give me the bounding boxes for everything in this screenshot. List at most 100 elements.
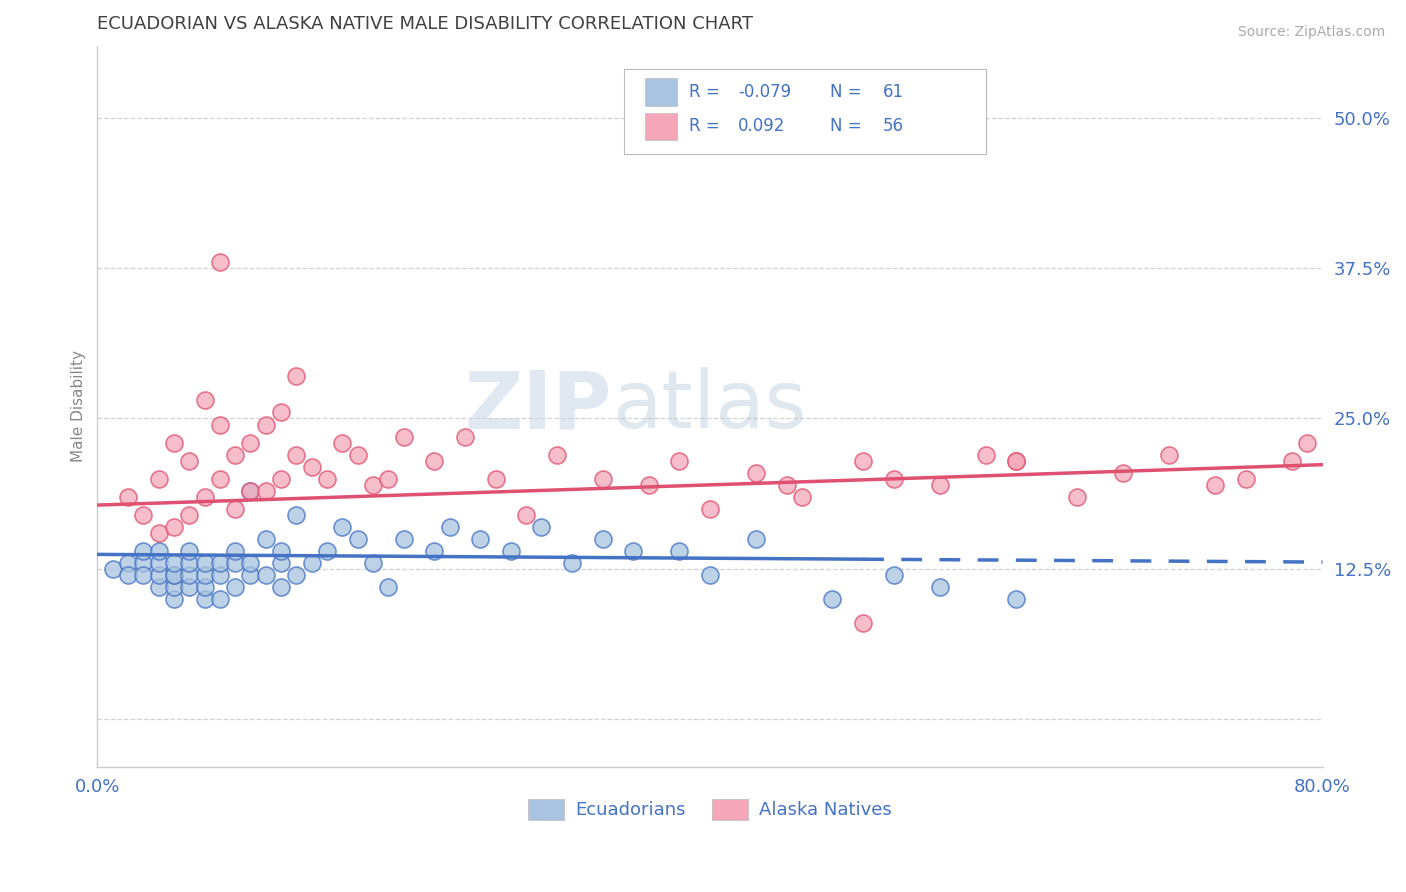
Point bbox=[179, 556, 201, 570]
Text: N =: N = bbox=[830, 83, 868, 101]
FancyBboxPatch shape bbox=[645, 78, 676, 105]
Point bbox=[883, 567, 905, 582]
Point bbox=[193, 580, 215, 594]
Point bbox=[285, 567, 308, 582]
Point bbox=[117, 567, 139, 582]
Point bbox=[1296, 435, 1319, 450]
Point bbox=[1234, 472, 1257, 486]
Text: ECUADORIAN VS ALASKA NATIVE MALE DISABILITY CORRELATION CHART: ECUADORIAN VS ALASKA NATIVE MALE DISABIL… bbox=[97, 15, 754, 33]
Point bbox=[392, 532, 415, 546]
Point bbox=[621, 543, 644, 558]
Point bbox=[852, 453, 875, 467]
Point bbox=[148, 525, 170, 540]
Point bbox=[132, 567, 155, 582]
FancyBboxPatch shape bbox=[624, 69, 986, 154]
Point bbox=[439, 520, 461, 534]
Point bbox=[163, 435, 186, 450]
Point bbox=[637, 477, 659, 491]
Text: R =: R = bbox=[689, 118, 730, 136]
Point bbox=[883, 472, 905, 486]
Point bbox=[285, 448, 308, 462]
Point bbox=[224, 556, 246, 570]
Point bbox=[254, 532, 277, 546]
Point bbox=[790, 490, 813, 504]
Point bbox=[148, 543, 170, 558]
Point bbox=[699, 567, 721, 582]
Point bbox=[928, 580, 950, 594]
Point bbox=[239, 556, 262, 570]
Point bbox=[1281, 453, 1303, 467]
Point bbox=[254, 417, 277, 432]
Point bbox=[377, 472, 399, 486]
Text: 56: 56 bbox=[883, 118, 904, 136]
Point bbox=[193, 393, 215, 408]
Point bbox=[148, 472, 170, 486]
Point bbox=[179, 453, 201, 467]
Point bbox=[208, 591, 231, 606]
Point bbox=[148, 556, 170, 570]
Point bbox=[928, 477, 950, 491]
Point bbox=[377, 580, 399, 594]
Point bbox=[254, 483, 277, 498]
Point bbox=[132, 556, 155, 570]
Point bbox=[332, 435, 354, 450]
Point bbox=[148, 567, 170, 582]
Point bbox=[270, 556, 292, 570]
Point bbox=[101, 562, 124, 576]
Point bbox=[775, 477, 797, 491]
Point bbox=[592, 532, 614, 546]
Point bbox=[1005, 453, 1028, 467]
Point bbox=[179, 580, 201, 594]
Point bbox=[208, 556, 231, 570]
Point bbox=[239, 483, 262, 498]
Point bbox=[1066, 490, 1088, 504]
Point bbox=[270, 405, 292, 419]
Point bbox=[361, 556, 384, 570]
Point bbox=[423, 453, 446, 467]
Point bbox=[163, 567, 186, 582]
Point bbox=[132, 508, 155, 522]
Point bbox=[179, 567, 201, 582]
Point bbox=[117, 556, 139, 570]
Point bbox=[224, 501, 246, 516]
Point bbox=[132, 543, 155, 558]
Point bbox=[592, 472, 614, 486]
Point bbox=[179, 543, 201, 558]
Point bbox=[163, 520, 186, 534]
Point bbox=[239, 483, 262, 498]
Point bbox=[745, 532, 768, 546]
Text: -0.079: -0.079 bbox=[738, 83, 792, 101]
Point bbox=[239, 567, 262, 582]
Point bbox=[515, 508, 537, 522]
Point bbox=[163, 556, 186, 570]
Point bbox=[254, 567, 277, 582]
Point bbox=[301, 556, 323, 570]
Point bbox=[1005, 453, 1028, 467]
Point bbox=[193, 567, 215, 582]
Point bbox=[454, 429, 477, 443]
Point bbox=[193, 490, 215, 504]
Text: Source: ZipAtlas.com: Source: ZipAtlas.com bbox=[1237, 25, 1385, 39]
Point bbox=[974, 448, 997, 462]
Point bbox=[1204, 477, 1226, 491]
Point bbox=[148, 580, 170, 594]
Point bbox=[163, 567, 186, 582]
Point bbox=[423, 543, 446, 558]
Point bbox=[285, 508, 308, 522]
Point bbox=[224, 448, 246, 462]
Point bbox=[224, 543, 246, 558]
Point bbox=[208, 472, 231, 486]
Text: atlas: atlas bbox=[612, 368, 806, 445]
Point bbox=[208, 417, 231, 432]
Point bbox=[821, 591, 844, 606]
Point bbox=[239, 435, 262, 450]
Text: 61: 61 bbox=[883, 83, 904, 101]
FancyBboxPatch shape bbox=[645, 112, 676, 140]
Point bbox=[561, 556, 583, 570]
Point bbox=[193, 591, 215, 606]
Point bbox=[392, 429, 415, 443]
Point bbox=[668, 453, 690, 467]
Point bbox=[668, 543, 690, 558]
Point bbox=[224, 580, 246, 594]
Text: R =: R = bbox=[689, 83, 725, 101]
